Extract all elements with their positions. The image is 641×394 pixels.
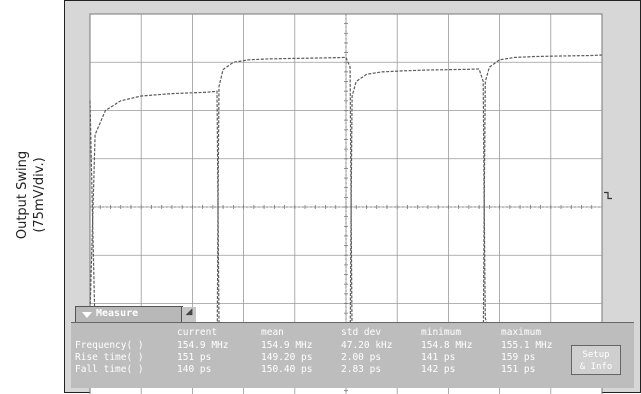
rise-time-mean: 149.20 ps bbox=[261, 352, 313, 363]
measure-tab[interactable]: Measure ◢ bbox=[75, 306, 196, 324]
frequency-std-dev: 47.20 kHz bbox=[341, 340, 393, 351]
column-header-mean: mean bbox=[261, 327, 284, 338]
column-header-current: current bbox=[177, 327, 218, 338]
column-header-maximum: maximum bbox=[501, 327, 542, 338]
y-axis-label-line-2: (75mV/div.) bbox=[32, 157, 47, 233]
row-label-rise-time: Rise time( ) bbox=[75, 352, 144, 363]
measure-panel: current mean std dev minimum maximum Fre… bbox=[71, 322, 634, 388]
row-label-frequency: Frequency( ) bbox=[75, 340, 144, 351]
oscilloscope-display: Measure ◢ current mean std dev minimum m… bbox=[64, 0, 641, 394]
row-label-fall-time: Fall time( ) bbox=[75, 364, 144, 375]
fall-time-current: 140 ps bbox=[177, 364, 212, 375]
frequency-mean: 154.9 MHz bbox=[261, 340, 313, 351]
frequency-maximum: 155.1 MHz bbox=[501, 340, 553, 351]
column-header-minimum: minimum bbox=[421, 327, 462, 338]
tab-fold-icon: ◢ bbox=[181, 307, 196, 324]
setup-info-button[interactable]: Setup & Info bbox=[571, 345, 621, 375]
column-header-std-dev: std dev bbox=[341, 327, 382, 338]
collapse-triangle-icon[interactable] bbox=[82, 312, 92, 318]
waveform-trace-2 bbox=[89, 54, 603, 372]
frequency-current: 154.9 MHz bbox=[177, 340, 229, 351]
measure-tab-label: Measure bbox=[96, 308, 139, 319]
rise-time-minimum: 141 ps bbox=[421, 352, 456, 363]
setup-button-line-1: Setup bbox=[582, 350, 610, 360]
rise-time-current: 151 ps bbox=[177, 352, 212, 363]
setup-button-line-2: & Info bbox=[579, 362, 613, 372]
fall-time-mean: 150.40 ps bbox=[261, 364, 313, 375]
frequency-minimum: 154.8 MHz bbox=[421, 340, 473, 351]
y-axis-label: Output Swing (75mV/div.) bbox=[0, 0, 62, 393]
rise-time-maximum: 159 ps bbox=[501, 352, 536, 363]
ground-reference-marker bbox=[604, 191, 612, 200]
rise-time-std-dev: 2.00 ps bbox=[341, 352, 382, 363]
fall-time-maximum: 151 ps bbox=[501, 364, 536, 375]
fall-time-std-dev: 2.83 ps bbox=[341, 364, 382, 375]
y-axis-label-line-1: Output Swing bbox=[15, 150, 30, 240]
fall-time-minimum: 142 ps bbox=[421, 364, 456, 375]
